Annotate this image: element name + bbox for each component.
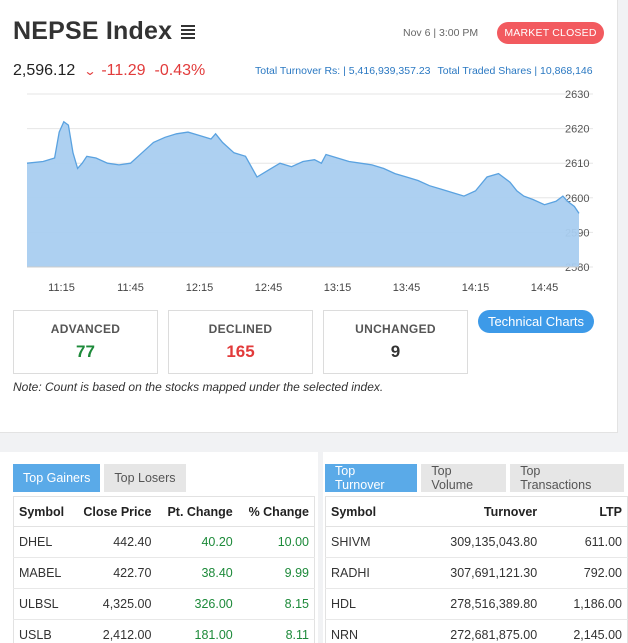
point-change: -11.29: [101, 62, 146, 79]
symbol-cell[interactable]: MABEL: [13, 557, 74, 589]
area-fill: [27, 121, 579, 267]
index-value-row: 2,596.12 ⌄ -11.29 -0.43%: [13, 62, 205, 80]
y-tick-label: 2630: [565, 89, 589, 101]
index-chart[interactable]: 26302620261026002590258011:1511:4512:151…: [0, 84, 618, 302]
percent-change-cell: 8.15: [238, 588, 315, 620]
close-price-cell: 2,412.00: [73, 619, 158, 643]
tab-top-losers[interactable]: Top Losers: [104, 464, 186, 492]
y-tick-label: 2610: [565, 158, 589, 170]
tab-top-turnover[interactable]: Top Turnover: [325, 464, 418, 492]
symbol-cell[interactable]: ULBSL: [13, 588, 74, 620]
ltp-cell: 1,186.00: [543, 588, 628, 620]
column-header[interactable]: Symbol: [13, 496, 74, 527]
x-tick-label: 11:45: [117, 282, 144, 294]
close-price-cell: 422.70: [73, 557, 158, 589]
page-title: NEPSE Index: [13, 17, 196, 46]
percent-change: -0.43%: [154, 62, 206, 79]
table-header-row: Symbol Close Price Pt. Change % Change: [13, 496, 315, 527]
table-row[interactable]: RADHI 307,691,121.30 792.00: [325, 557, 628, 589]
gainers-losers-panel: Top Gainers Top Losers Symbol Close Pric…: [0, 452, 318, 643]
x-tick-label: 14:45: [531, 282, 559, 294]
declined-count: 165: [226, 342, 255, 361]
percent-change-cell: 10.00: [238, 526, 315, 558]
ltp-cell: 611.00: [543, 526, 628, 558]
turnover-panel: Top Turnover Top Volume Top Transactions…: [323, 452, 628, 643]
close-price-cell: 442.40: [73, 526, 158, 558]
index-value: 2,596.12: [13, 62, 76, 79]
index-area-chart[interactable]: 26302620261026002590258011:1511:4512:151…: [0, 84, 618, 302]
table-row[interactable]: USLB 2,412.00 181.00 8.11: [13, 619, 315, 643]
gainers-table: Symbol Close Price Pt. Change % Change D…: [13, 496, 315, 643]
x-tick-label: 11:15: [48, 282, 75, 294]
symbol-cell[interactable]: SHIVM: [325, 526, 405, 558]
point-change-cell: 181.00: [157, 619, 239, 643]
market-totals: Total Turnover Rs: | 5,416,939,357.23 Tot…: [255, 65, 593, 77]
x-tick-label: 13:15: [324, 282, 352, 294]
index-note: Note: Count is based on the stocks mappe…: [13, 380, 384, 394]
percent-change-cell: 8.11: [238, 619, 315, 643]
turnover-table: Symbol Turnover LTP SHIVM 309,135,043.80…: [325, 496, 628, 643]
unchanged-label: UNCHANGED: [355, 322, 436, 336]
column-header[interactable]: % Change: [238, 496, 315, 527]
symbol-cell[interactable]: HDL: [325, 588, 405, 620]
table-row[interactable]: SHIVM 309,135,043.80 611.00: [325, 526, 628, 558]
x-tick-label: 12:15: [186, 282, 214, 294]
advanced-count: 77: [76, 342, 95, 361]
point-change-cell: 40.20: [157, 526, 239, 558]
table-row[interactable]: MABEL 422.70 38.40 9.99: [13, 557, 315, 589]
ltp-cell: 2,145.00: [543, 619, 628, 643]
column-header[interactable]: Symbol: [325, 496, 405, 527]
column-header[interactable]: Close Price: [73, 496, 158, 527]
unchanged-box: UNCHANGED 9: [323, 310, 468, 374]
table-header-row: Symbol Turnover LTP: [325, 496, 628, 527]
x-tick-label: 14:15: [462, 282, 490, 294]
y-tick-label: 2600: [565, 193, 589, 205]
turnover-tabs: Top Turnover Top Volume Top Transactions: [325, 464, 628, 492]
symbol-cell[interactable]: USLB: [13, 619, 74, 643]
table-row[interactable]: NRN 272,681,875.00 2,145.00: [325, 619, 628, 643]
chevron-down-icon: ⌄: [83, 64, 97, 78]
total-traded-shares: Total Traded Shares | 10,868,146: [437, 65, 593, 77]
close-price-cell: 4,325.00: [73, 588, 158, 620]
tab-top-gainers[interactable]: Top Gainers: [13, 464, 101, 492]
unchanged-count: 9: [390, 342, 401, 361]
turnover-cell: 278,516,389.80: [404, 588, 544, 620]
turnover-cell: 272,681,875.00: [404, 619, 544, 643]
technical-charts-button[interactable]: Technical Charts: [478, 310, 594, 333]
market-status-badge: MARKET CLOSED: [497, 22, 604, 44]
advanced-box: ADVANCED 77: [13, 310, 158, 374]
symbol-cell[interactable]: NRN: [325, 619, 405, 643]
percent-change-cell: 9.99: [238, 557, 315, 589]
column-header[interactable]: Pt. Change: [157, 496, 239, 527]
menu-icon[interactable]: [181, 24, 196, 39]
tab-top-volume[interactable]: Top Volume: [421, 464, 507, 492]
turnover-cell: 307,691,121.30: [404, 557, 544, 589]
tab-top-transactions[interactable]: Top Transactions: [510, 464, 624, 492]
table-row[interactable]: DHEL 442.40 40.20 10.00: [13, 526, 315, 558]
column-header[interactable]: Turnover: [404, 496, 544, 527]
declined-label: DECLINED: [208, 322, 273, 336]
x-tick-label: 12:45: [255, 282, 283, 294]
column-header[interactable]: LTP: [543, 496, 628, 527]
point-change-cell: 326.00: [157, 588, 239, 620]
symbol-cell[interactable]: RADHI: [325, 557, 405, 589]
declined-box: DECLINED 165: [168, 310, 313, 374]
symbol-cell[interactable]: DHEL: [13, 526, 74, 558]
y-tick-label: 2620: [565, 124, 589, 136]
ltp-cell: 792.00: [543, 557, 628, 589]
point-change-cell: 38.40: [157, 557, 239, 589]
advanced-label: ADVANCED: [50, 322, 121, 336]
turnover-cell: 309,135,043.80: [404, 526, 544, 558]
index-summary-card: NEPSE Index Nov 6 | 3:00 PM MARKET CLOSE…: [0, 0, 618, 433]
table-row[interactable]: HDL 278,516,389.80 1,186.00: [325, 588, 628, 620]
table-row[interactable]: ULBSL 4,325.00 326.00 8.15: [13, 588, 315, 620]
area-line: [26, 120, 580, 214]
gainers-tabs: Top Gainers Top Losers: [13, 464, 190, 492]
x-tick-label: 13:45: [393, 282, 421, 294]
total-turnover: Total Turnover Rs: | 5,416,939,357.23: [255, 65, 431, 77]
market-datetime: Nov 6 | 3:00 PM: [403, 27, 479, 39]
index-title: NEPSE Index: [13, 17, 173, 45]
